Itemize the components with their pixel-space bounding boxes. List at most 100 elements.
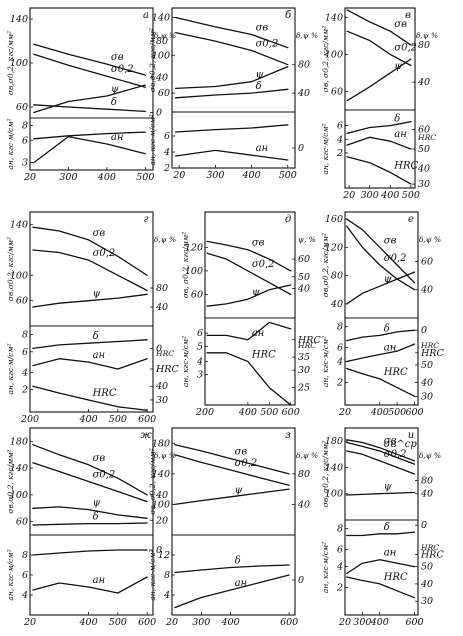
- series-line: [346, 30, 412, 67]
- y-tick-label: 60: [191, 289, 203, 300]
- x-tick-label: 20: [23, 617, 36, 628]
- series-line: [346, 441, 416, 465]
- series-label: HRC: [393, 160, 418, 171]
- series-line: [33, 53, 146, 88]
- series-line: [346, 58, 412, 102]
- y2-tick-label: 40: [420, 285, 433, 296]
- series-line: [346, 329, 416, 342]
- series-label: aн: [394, 129, 407, 140]
- series-line: [174, 149, 289, 161]
- series-label: σ0,2: [93, 470, 116, 481]
- y-tick-label: 140: [325, 12, 343, 23]
- series-label: δ: [256, 81, 262, 92]
- series-line: [174, 88, 289, 99]
- series-line: [33, 131, 146, 140]
- series-line: [32, 358, 148, 370]
- y-tick-label: 5: [197, 341, 203, 352]
- series-line: [346, 9, 412, 46]
- y2-tick-label: 0: [156, 108, 162, 119]
- series-label: HRC: [383, 572, 408, 583]
- series-label: σ0,2: [235, 458, 258, 469]
- panel-frame: [344, 427, 419, 616]
- series-line: [174, 444, 290, 475]
- y-tick-label: 120: [185, 242, 203, 253]
- x-tick-label: 600: [282, 407, 300, 418]
- y2-axis-label: δ,ψ %: [296, 451, 318, 460]
- x-tick-label: 400: [79, 414, 98, 425]
- y2-tick-label: 25: [297, 383, 310, 394]
- series-line: [174, 564, 290, 574]
- y-axis-label: σв,σ0,2, кгс/мм²: [148, 28, 157, 92]
- y-tick-label: 60: [16, 102, 28, 113]
- y-tick-label: 4: [336, 134, 343, 145]
- y-tick-label: 2: [336, 582, 343, 593]
- series-label: aн: [93, 350, 106, 361]
- series-line: [346, 136, 412, 150]
- x-tick-label: 20: [172, 170, 185, 181]
- y-tick-label: 40: [330, 299, 343, 310]
- x-tick-label: 300: [361, 190, 379, 201]
- y2-tick-label: 50: [421, 562, 433, 573]
- series-label: δ: [394, 114, 400, 125]
- x-tick-label: 20: [338, 617, 351, 628]
- y2-tick-label: HRC: [155, 364, 179, 375]
- series-label: HRC: [251, 350, 276, 361]
- x-tick-label: 300: [192, 617, 210, 628]
- y-tick-label: 4: [21, 367, 28, 378]
- y-tick-label: 4: [196, 357, 203, 368]
- x-tick-label: 500: [388, 407, 406, 418]
- y-axis-label: aн, кгс·м/см²: [6, 118, 15, 169]
- y2-tick-label: 35: [298, 352, 310, 363]
- y-axis-label: σв,σ0,2, кгс/мм²: [6, 237, 15, 301]
- y-tick-label: 140: [10, 220, 28, 231]
- y-tick-label: 4: [21, 590, 28, 601]
- y-tick-label: 140: [325, 462, 343, 473]
- series-line: [32, 226, 148, 276]
- series-label: σв: [384, 235, 397, 246]
- y2-tick-label: 0: [298, 143, 304, 154]
- y2-tick-label: 40: [155, 381, 168, 392]
- series-label: ψ: [235, 485, 243, 496]
- y2-tick-label: 40: [155, 490, 168, 501]
- x-tick-label: 400: [370, 407, 389, 418]
- series-label: ψ: [252, 287, 260, 298]
- y2-axis-label: δ,ψ %: [419, 235, 441, 244]
- series-label: aн: [111, 132, 124, 143]
- y-tick-label: 2: [163, 163, 170, 174]
- series-line: [346, 450, 416, 475]
- y-tick-label: 100: [10, 490, 28, 501]
- x-tick-label: 600: [405, 617, 423, 628]
- x-tick-label: 400: [380, 190, 399, 201]
- y-tick-label: 6: [22, 570, 28, 581]
- y-tick-label: 100: [152, 499, 170, 510]
- y-tick-label: 100: [10, 58, 28, 69]
- series-label: aн: [93, 575, 106, 586]
- series-line: [346, 271, 416, 305]
- series-line: [174, 31, 289, 66]
- series-label: aн: [384, 343, 397, 354]
- y2-tick-label: 80: [298, 60, 310, 71]
- y2-tick-label: 40: [417, 77, 430, 88]
- panel-letter: е: [408, 214, 414, 225]
- y2-axis-label: ψ, %: [298, 235, 316, 244]
- panel-frame: [204, 211, 296, 406]
- y2-tick-label: HRC: [297, 335, 321, 346]
- series-label: ψ: [384, 274, 392, 285]
- x-tick-label: 400: [79, 617, 98, 628]
- series-line: [346, 491, 416, 496]
- y-tick-label: 6: [197, 328, 203, 339]
- series-label: aн: [384, 548, 397, 559]
- series-line: [33, 43, 146, 76]
- y2-tick-label: 80: [421, 476, 433, 487]
- y-tick-label: 6: [337, 121, 343, 132]
- y-axis-label: aн, кгс·м/см²: [6, 549, 15, 600]
- y-tick-label: 140: [152, 469, 170, 480]
- series-label: σв^ср: [384, 439, 418, 450]
- x-tick-label: 500: [279, 170, 297, 181]
- series-line: [33, 104, 146, 113]
- panel-letter: д: [285, 214, 291, 225]
- y2-tick-label: 80: [156, 283, 168, 294]
